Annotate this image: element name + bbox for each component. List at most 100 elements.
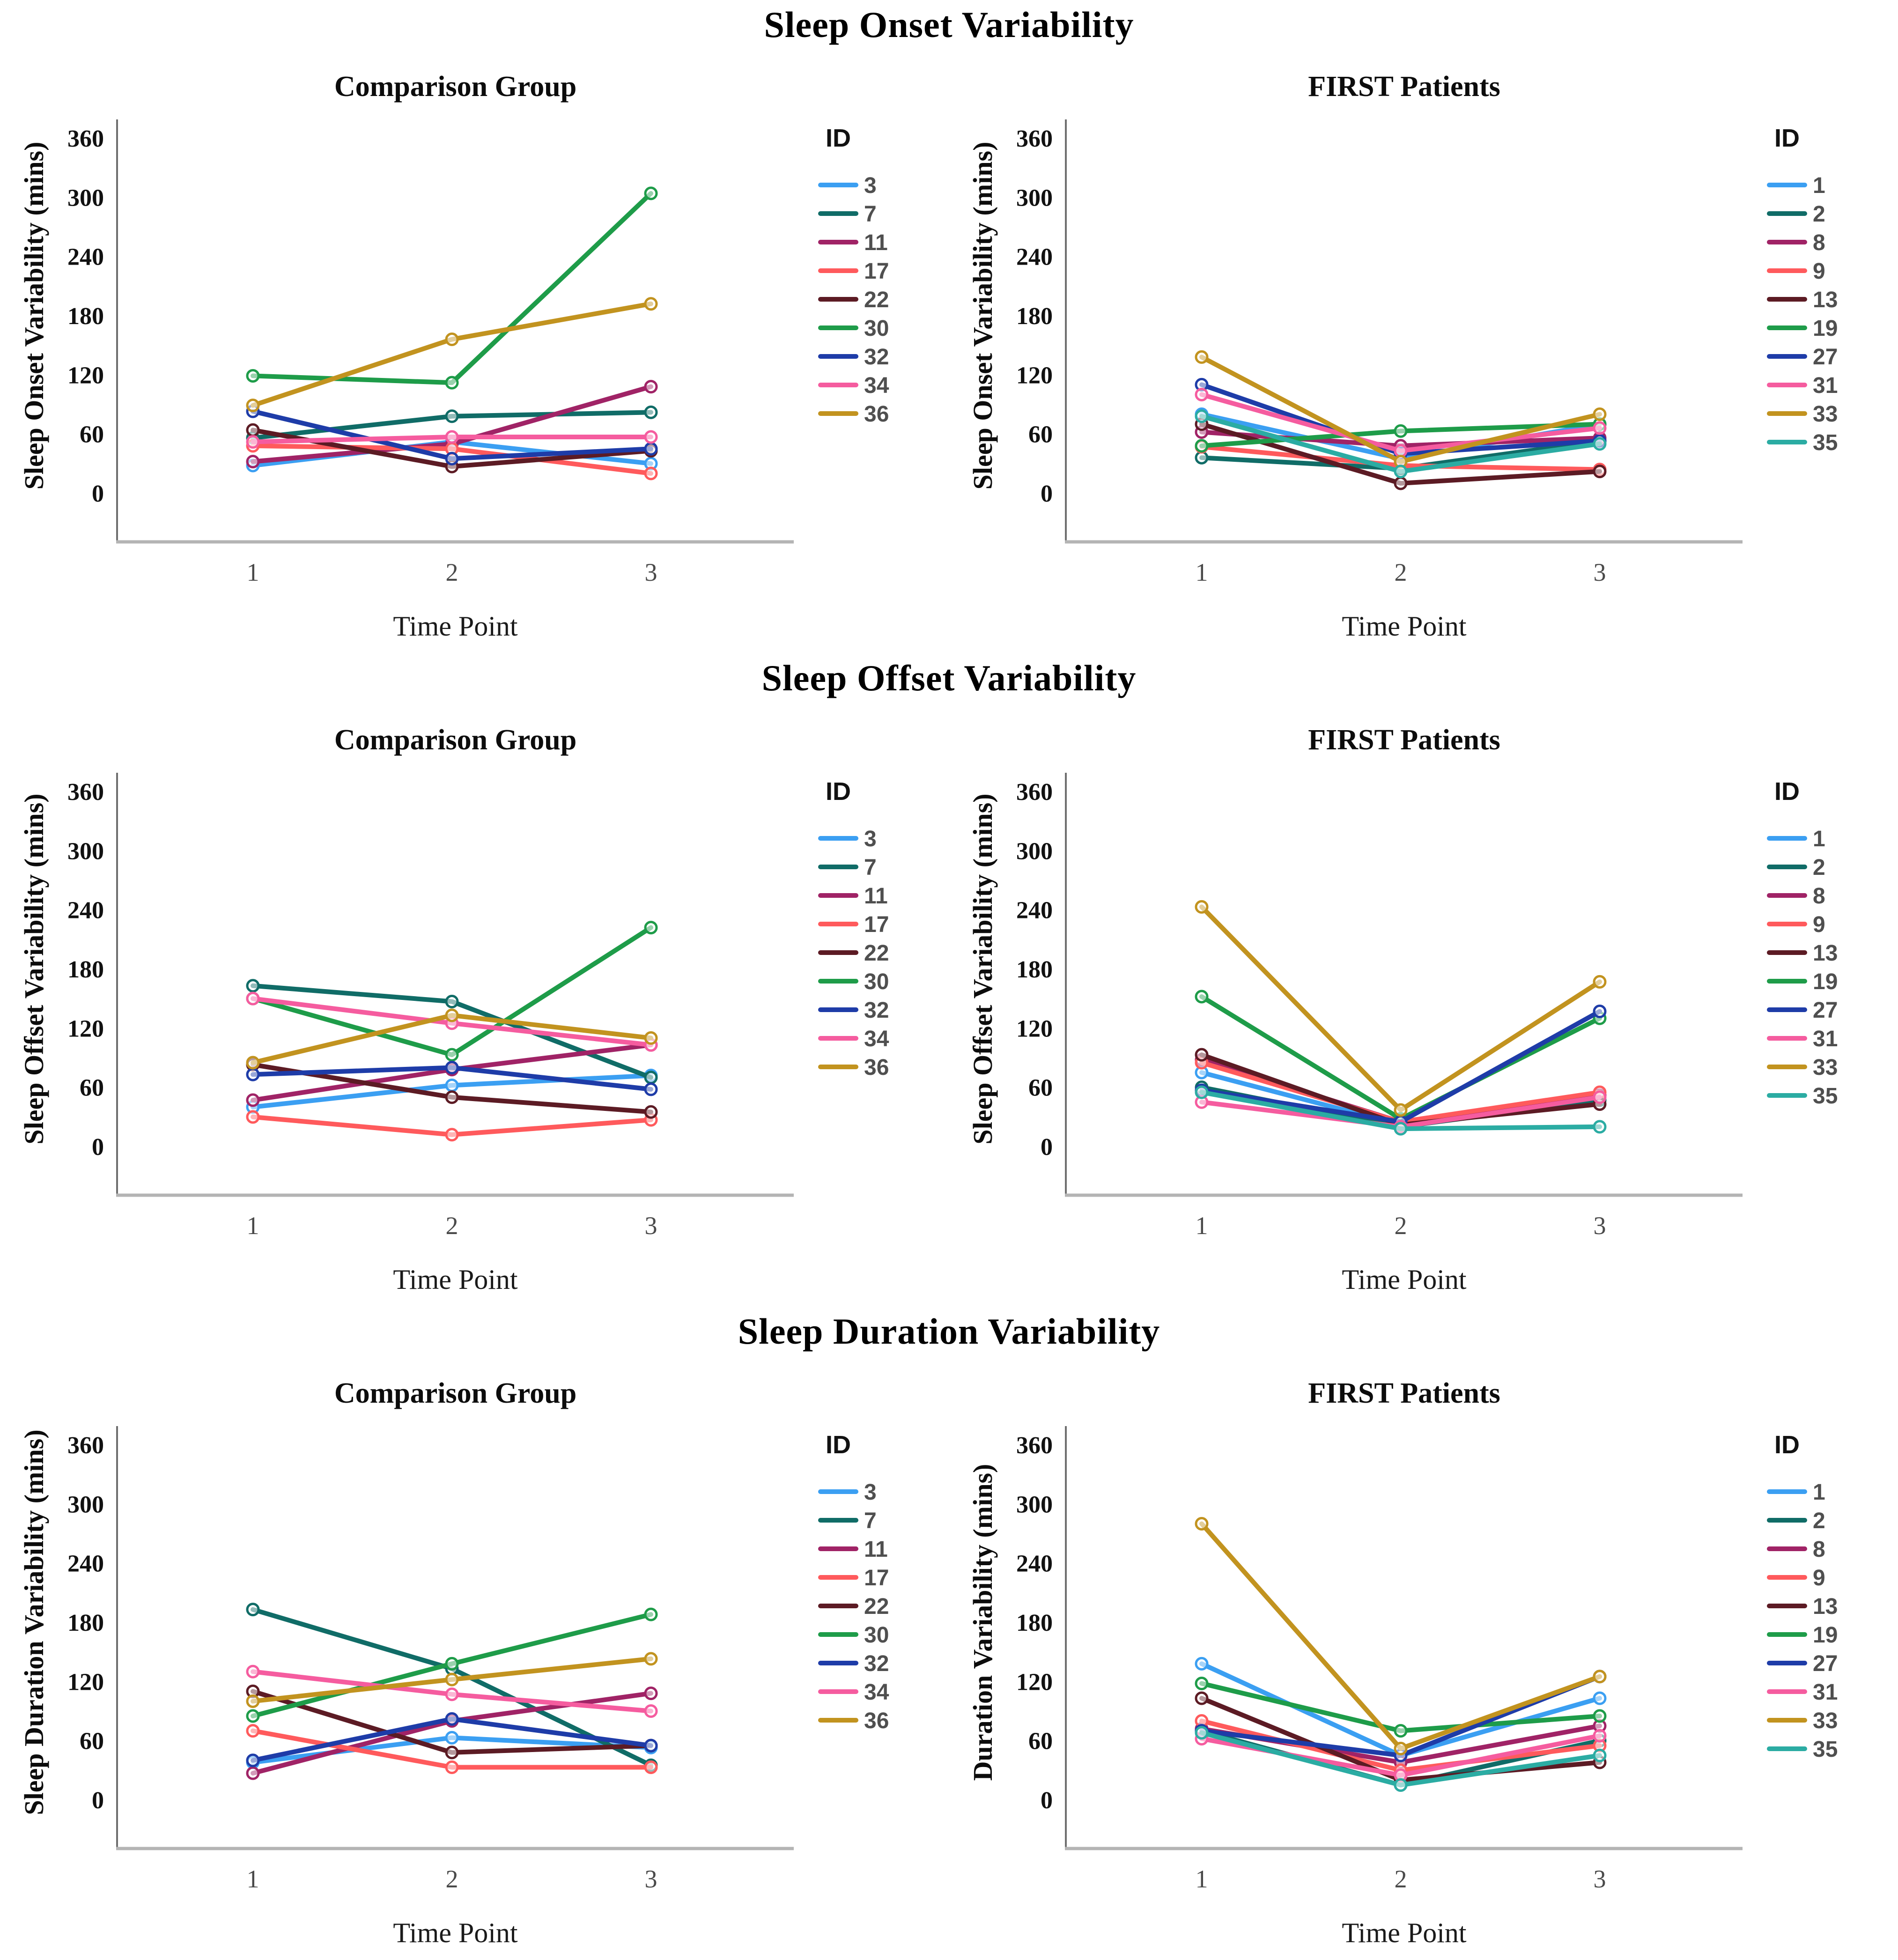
series-marker-11-1 [246, 455, 260, 469]
series-marker-19-2 [1394, 424, 1408, 438]
legend-label-2: 2 [1813, 1509, 1825, 1533]
x-tick-label: 1 [1196, 558, 1208, 586]
row-sleep-duration: Sleep Duration Variability Comparison Gr… [0, 1307, 1898, 1960]
legend-label-30: 30 [864, 316, 889, 341]
x-axis-label: Time Point [1342, 1264, 1467, 1295]
series-marker-34-1 [246, 991, 260, 1006]
x-axis-label: Time Point [1342, 611, 1467, 642]
legend-label-30: 30 [864, 1623, 889, 1648]
legend-label-35: 35 [1813, 1737, 1838, 1762]
series-marker-31-1 [1195, 387, 1209, 401]
panel-duration-comparison: Comparison Group 0 60 120 180 240 300 360 1 2 3 Sle… [0, 1356, 949, 1956]
legend-label-9: 9 [1813, 912, 1825, 937]
y-tick-label: 120 [1016, 1669, 1053, 1695]
series-marker-36-3 [644, 1652, 658, 1666]
y-tick-label: 0 [1041, 1787, 1053, 1814]
y-tick-label: 120 [1016, 1015, 1053, 1042]
series-marker-1-1 [1195, 1657, 1209, 1671]
series-marker-30-2 [445, 1657, 459, 1671]
series-marker-22-3 [644, 1105, 658, 1119]
y-axis-label: Sleep Duration Variability (mins) [19, 1429, 49, 1815]
series-marker-32-3 [644, 1738, 658, 1753]
series-marker-35-1 [1195, 1726, 1209, 1740]
series-marker-36-2 [445, 1008, 459, 1022]
series-marker-33-3 [1593, 975, 1607, 989]
legend-label-19: 19 [1813, 316, 1838, 341]
series-marker-30-1 [246, 369, 260, 383]
series-marker-32-2 [445, 451, 459, 466]
legend-label-31: 31 [1813, 1027, 1838, 1051]
series-marker-30-1 [246, 1709, 260, 1723]
legend-label-19: 19 [1813, 969, 1838, 994]
series-marker-22-2 [445, 1090, 459, 1104]
series-marker-17-3 [644, 1760, 658, 1775]
x-tick-label: 2 [446, 558, 458, 586]
series-marker-34-1 [246, 1664, 260, 1679]
panel-offset-first: FIRST Patients 0 60 120 180 240 300 360 1 2 3 Sleep… [949, 703, 1898, 1303]
legend-label-22: 22 [864, 941, 889, 966]
x-tick-label: 1 [247, 558, 259, 586]
legend-label-33: 33 [1813, 1709, 1838, 1733]
series-marker-36-1 [246, 1056, 260, 1070]
series-marker-1-3 [1593, 1691, 1607, 1705]
panel-duration-first: FIRST Patients 0 60 120 180 240 300 360 1 2 3 Durat… [949, 1356, 1898, 1956]
legend-title: ID [826, 124, 851, 152]
series-marker-13-3 [1593, 465, 1607, 479]
series-marker-22-2 [445, 1746, 459, 1760]
chart-onset-comparison-group: Comparison Group 0 60 120 180 240 300 360 1 2 3 Sle… [19, 71, 889, 642]
series-marker-27-3 [1593, 1005, 1607, 1019]
series-marker-22-1 [246, 423, 260, 437]
x-axis-label: Time Point [393, 1917, 518, 1948]
y-tick-label: 240 [67, 1551, 104, 1577]
series-marker-7-3 [644, 1071, 658, 1085]
x-tick-label: 2 [1395, 1865, 1407, 1893]
legend-label-17: 17 [864, 259, 889, 284]
legend-label-35: 35 [1813, 1084, 1838, 1109]
legend-label-8: 8 [1813, 1537, 1825, 1562]
series-marker-32-1 [246, 1753, 260, 1768]
y-tick-label: 180 [67, 303, 104, 330]
y-tick-label: 240 [1016, 244, 1053, 271]
series-marker-36-1 [246, 399, 260, 413]
series-marker-33-3 [1593, 1670, 1607, 1684]
legend-label-7: 7 [864, 1509, 877, 1533]
series-marker-30-3 [644, 921, 658, 935]
y-tick-label: 120 [67, 1015, 104, 1042]
series-marker-31-3 [1593, 1090, 1607, 1104]
panel-onset-first: FIRST Patients 0 60 120 180 240 300 360 1 2 3 Sleep… [949, 49, 1898, 650]
y-tick-label: 240 [67, 244, 104, 271]
series-marker-33-2 [1394, 1742, 1408, 1756]
series-marker-32-2 [445, 1712, 459, 1726]
series-marker-36-3 [644, 1031, 658, 1045]
series-marker-17-3 [644, 466, 658, 481]
chart-duration-comparison-group: Comparison Group 0 60 120 180 240 300 360 1 2 3 Sle… [19, 1377, 889, 1948]
series-line-1 [1199, 1661, 1602, 1758]
legend-label-31: 31 [1813, 1680, 1838, 1705]
chart-offset-comparison-group: Comparison Group 0 60 120 180 240 300 360 1 2 3 Sle… [19, 724, 889, 1295]
x-axis-label: Time Point [393, 611, 518, 642]
series-marker-35-2 [1394, 465, 1408, 479]
y-tick-label: 300 [67, 1491, 104, 1518]
legend-label-35: 35 [1813, 430, 1838, 455]
series-marker-33-3 [1593, 407, 1607, 422]
series-marker-13-1 [1195, 1048, 1209, 1062]
series-marker-32-1 [246, 1067, 260, 1081]
y-tick-label: 180 [1016, 1610, 1053, 1636]
y-tick-label: 360 [1016, 126, 1053, 152]
y-tick-label: 60 [1028, 1075, 1053, 1102]
y-tick-label: 120 [67, 1669, 104, 1695]
series-marker-30-3 [644, 1607, 658, 1621]
y-tick-label: 120 [1016, 362, 1053, 389]
y-tick-label: 360 [1016, 1432, 1053, 1459]
x-tick-label: 3 [1594, 1212, 1606, 1240]
series-marker-7-2 [445, 409, 459, 423]
y-tick-label: 360 [1016, 779, 1053, 806]
series-marker-7-3 [644, 405, 658, 419]
y-tick-label: 180 [67, 1610, 104, 1636]
series-marker-19-3 [1593, 1709, 1607, 1723]
legend-label-32: 32 [864, 1651, 889, 1676]
legend-label-8: 8 [1813, 884, 1825, 909]
legend-label-11: 11 [864, 884, 888, 909]
y-tick-label: 180 [1016, 303, 1053, 330]
x-tick-label: 1 [1196, 1865, 1208, 1893]
